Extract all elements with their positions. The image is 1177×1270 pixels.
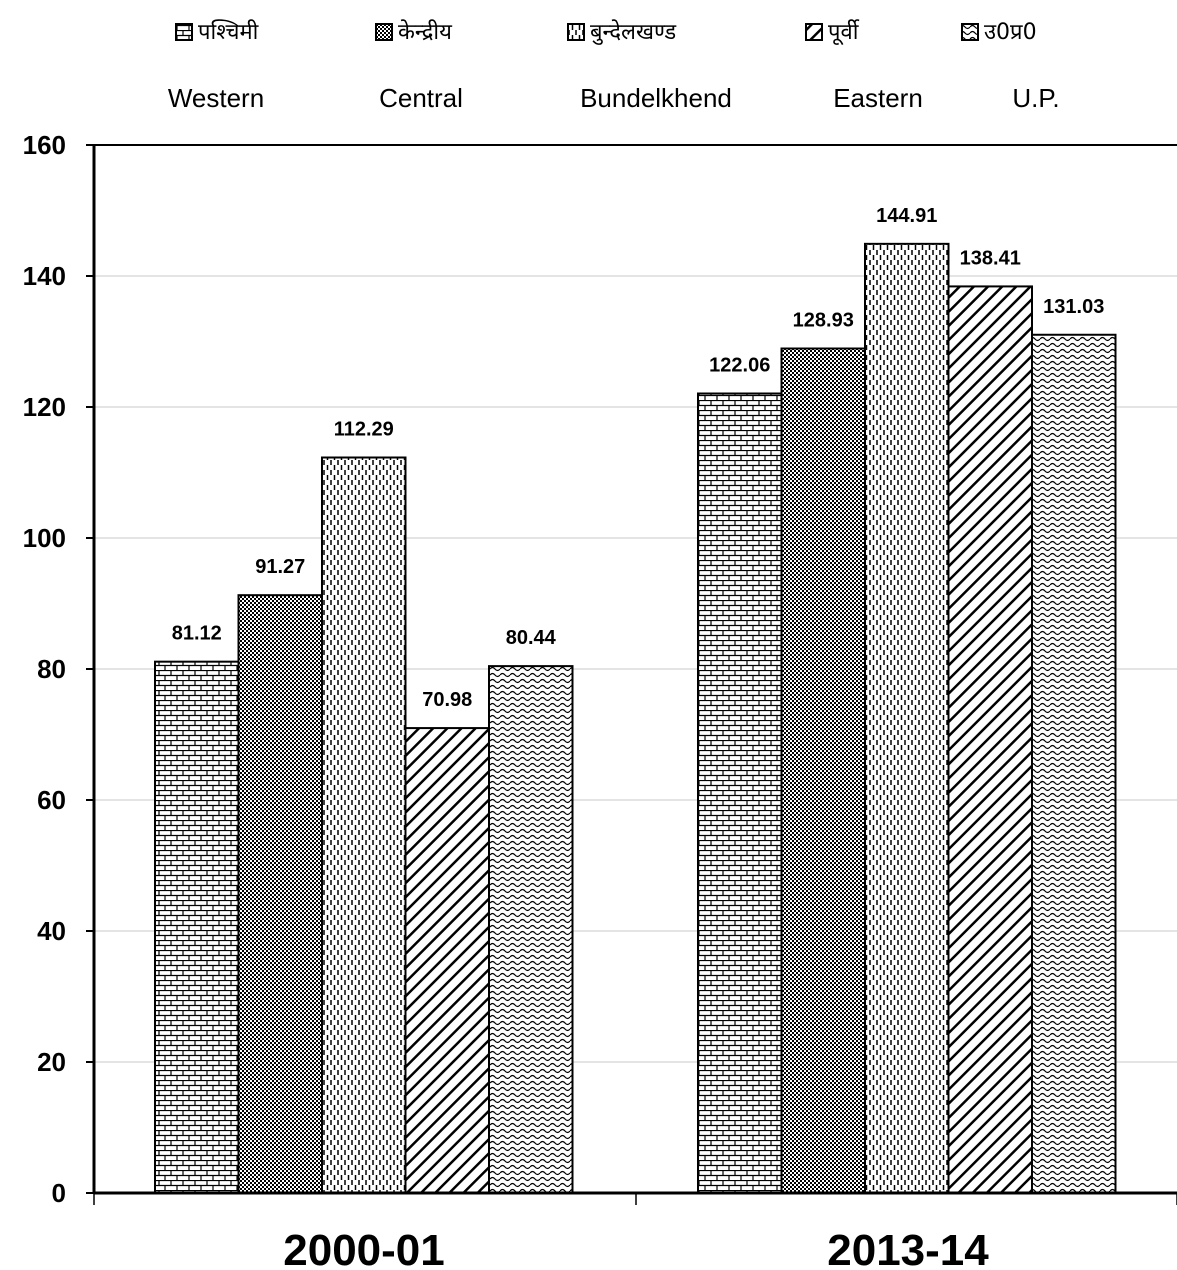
legend-label-hindi: केन्द्रीय — [398, 19, 453, 45]
legend-label-english: Eastern — [833, 83, 923, 113]
data-label: 128.93 — [793, 310, 854, 332]
legend: पश्चिमी Western केन्द्रीय Central बुन्देलखण्… — [168, 19, 1060, 113]
y-tick-label: 20 — [37, 1047, 66, 1077]
bar-western-2013-14 — [697, 392, 783, 1194]
y-tick-labels: 0 20 40 60 80 100 120 140 160 — [23, 130, 66, 1208]
x-category-label: 2013-14 — [827, 1226, 989, 1270]
bar-central-2000-01 — [237, 594, 323, 1194]
legend-label-hindi: उ0प्र0 — [984, 20, 1037, 45]
data-label: 122.06 — [709, 355, 770, 377]
bar-bundelkhend-2000-01 — [321, 456, 407, 1194]
data-label: 70.98 — [422, 689, 472, 711]
y-tick-label: 120 — [23, 392, 66, 422]
y-tick-label: 100 — [23, 523, 66, 553]
y-tick-label: 80 — [37, 654, 66, 684]
legend-swatch — [375, 23, 393, 41]
legend-label-english: U.P. — [1012, 83, 1059, 113]
legend-swatch — [567, 23, 585, 41]
legend-item-up: उ0प्र0 U.P. — [961, 20, 1060, 113]
axes — [86, 144, 1177, 1205]
bar-central-2013-14 — [780, 347, 866, 1195]
data-label: 144.91 — [876, 205, 937, 227]
legend-label-hindi: पूर्वी — [828, 19, 860, 46]
data-labels: 81.12 122.06 91.27 128.93 112.29 144.91 70.98 1… — [172, 205, 1105, 711]
legend-label-english: Bundelkhend — [580, 83, 732, 113]
legend-swatch — [175, 23, 193, 41]
legend-item-bundelkhend: बुन्देलखण्ड Bundelkhend — [567, 19, 732, 113]
legend-item-western: पश्चिमी Western — [168, 19, 264, 113]
y-tick-label: 140 — [23, 261, 66, 291]
legend-label-english: Western — [168, 83, 264, 113]
data-label: 138.41 — [960, 247, 1021, 269]
legend-label-hindi: बुन्देलखण्ड — [590, 19, 676, 45]
bar-bundelkhend-2013-14 — [864, 242, 950, 1195]
y-tick-label: 160 — [23, 130, 66, 160]
bar-eastern-2013-14 — [947, 285, 1033, 1194]
bar-western-2000-01 — [154, 660, 240, 1194]
data-label: 80.44 — [506, 627, 557, 649]
legend-label-hindi: पश्चिमी — [198, 19, 259, 45]
bar-eastern-2000-01 — [404, 727, 490, 1194]
bars — [154, 242, 1117, 1195]
x-category-labels: 2000-01 2013-14 — [283, 1226, 989, 1270]
bar-up-2013-14 — [1031, 333, 1117, 1195]
y-tick-label: 60 — [37, 785, 66, 815]
data-label: 91.27 — [255, 556, 305, 578]
bar-up-2000-01 — [488, 665, 574, 1194]
data-label: 131.03 — [1043, 296, 1104, 318]
legend-item-central: केन्द्रीय Central — [375, 19, 463, 113]
legend-item-eastern: पूर्वी Eastern — [805, 19, 923, 113]
legend-swatch — [961, 23, 979, 41]
data-label: 81.12 — [172, 623, 222, 645]
y-tick-label: 0 — [52, 1178, 66, 1208]
legend-swatch — [805, 23, 823, 41]
x-category-label: 2000-01 — [283, 1226, 444, 1270]
data-label: 112.29 — [334, 419, 394, 441]
y-tick-label: 40 — [37, 916, 66, 946]
legend-label-english: Central — [379, 83, 463, 113]
